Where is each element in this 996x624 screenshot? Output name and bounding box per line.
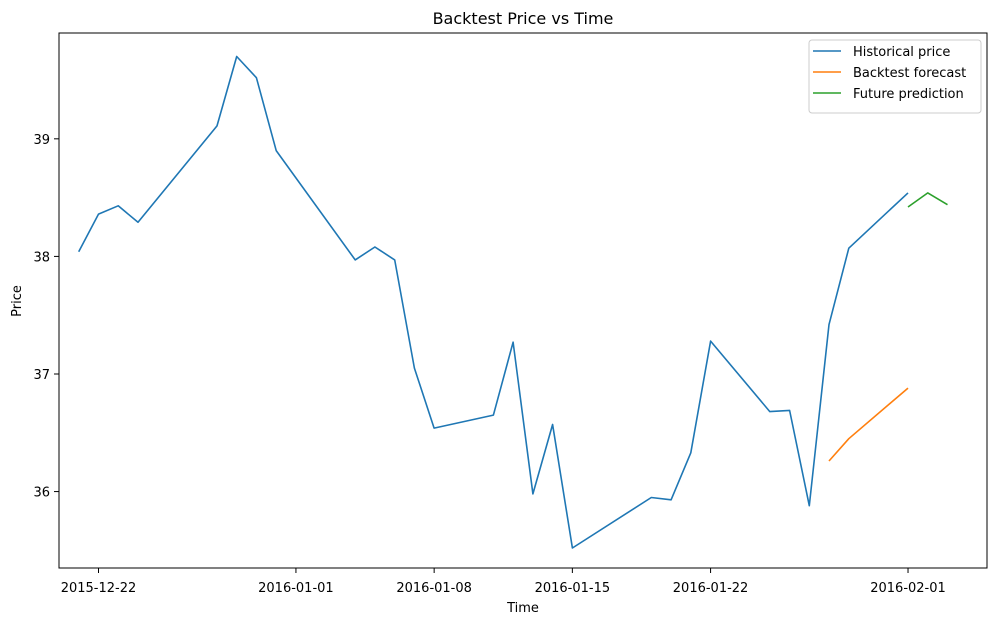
legend-label: Historical price — [853, 45, 950, 60]
y-tick-label: 39 — [33, 133, 50, 148]
legend-box — [808, 39, 982, 114]
y-tick-label: 37 — [33, 368, 50, 383]
plot-background — [59, 33, 987, 568]
series-line-2 — [828, 387, 909, 462]
x-tick-label: 2015-12-22 — [61, 581, 137, 596]
legend-label: Future prediction — [853, 87, 964, 102]
x-tick-label: 2016-01-22 — [673, 581, 749, 596]
plot-frame — [58, 32, 988, 569]
x-axis: 2015-12-22 2016-01-01 2016-01-08 2016-01-15… — [61, 568, 946, 596]
legend: Historical price Backtest forecast Future … — [808, 39, 982, 114]
x-tick-label: 2016-02-01 — [870, 581, 946, 596]
chart-title: Backtest Price vs Time — [433, 9, 614, 28]
legend-label: Backtest forecast — [853, 66, 966, 81]
series-line-1 — [77, 55, 909, 549]
x-tick-label: 2016-01-15 — [535, 581, 611, 596]
x-axis-label: Time — [506, 601, 539, 616]
x-tick-label: 2016-01-01 — [258, 581, 334, 596]
series-line-3 — [907, 192, 948, 208]
x-tick-label: 2016-01-08 — [396, 581, 472, 596]
y-axis: 36 37 38 39 — [33, 133, 59, 501]
y-tick-label: 36 — [33, 486, 50, 501]
y-axis-label: Price — [10, 285, 25, 317]
y-tick-label: 38 — [33, 250, 50, 265]
series-layer — [77, 55, 948, 549]
